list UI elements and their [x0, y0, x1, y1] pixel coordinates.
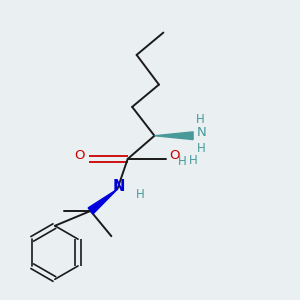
Polygon shape — [154, 132, 193, 140]
Text: H: H — [197, 142, 206, 155]
Text: H: H — [178, 155, 186, 168]
Text: H: H — [196, 113, 205, 126]
Text: N: N — [112, 179, 125, 194]
Text: H: H — [189, 154, 197, 167]
Text: O: O — [169, 149, 180, 162]
Polygon shape — [88, 189, 117, 214]
Text: H: H — [136, 188, 145, 201]
Text: N: N — [196, 126, 206, 139]
Text: O: O — [74, 149, 85, 162]
